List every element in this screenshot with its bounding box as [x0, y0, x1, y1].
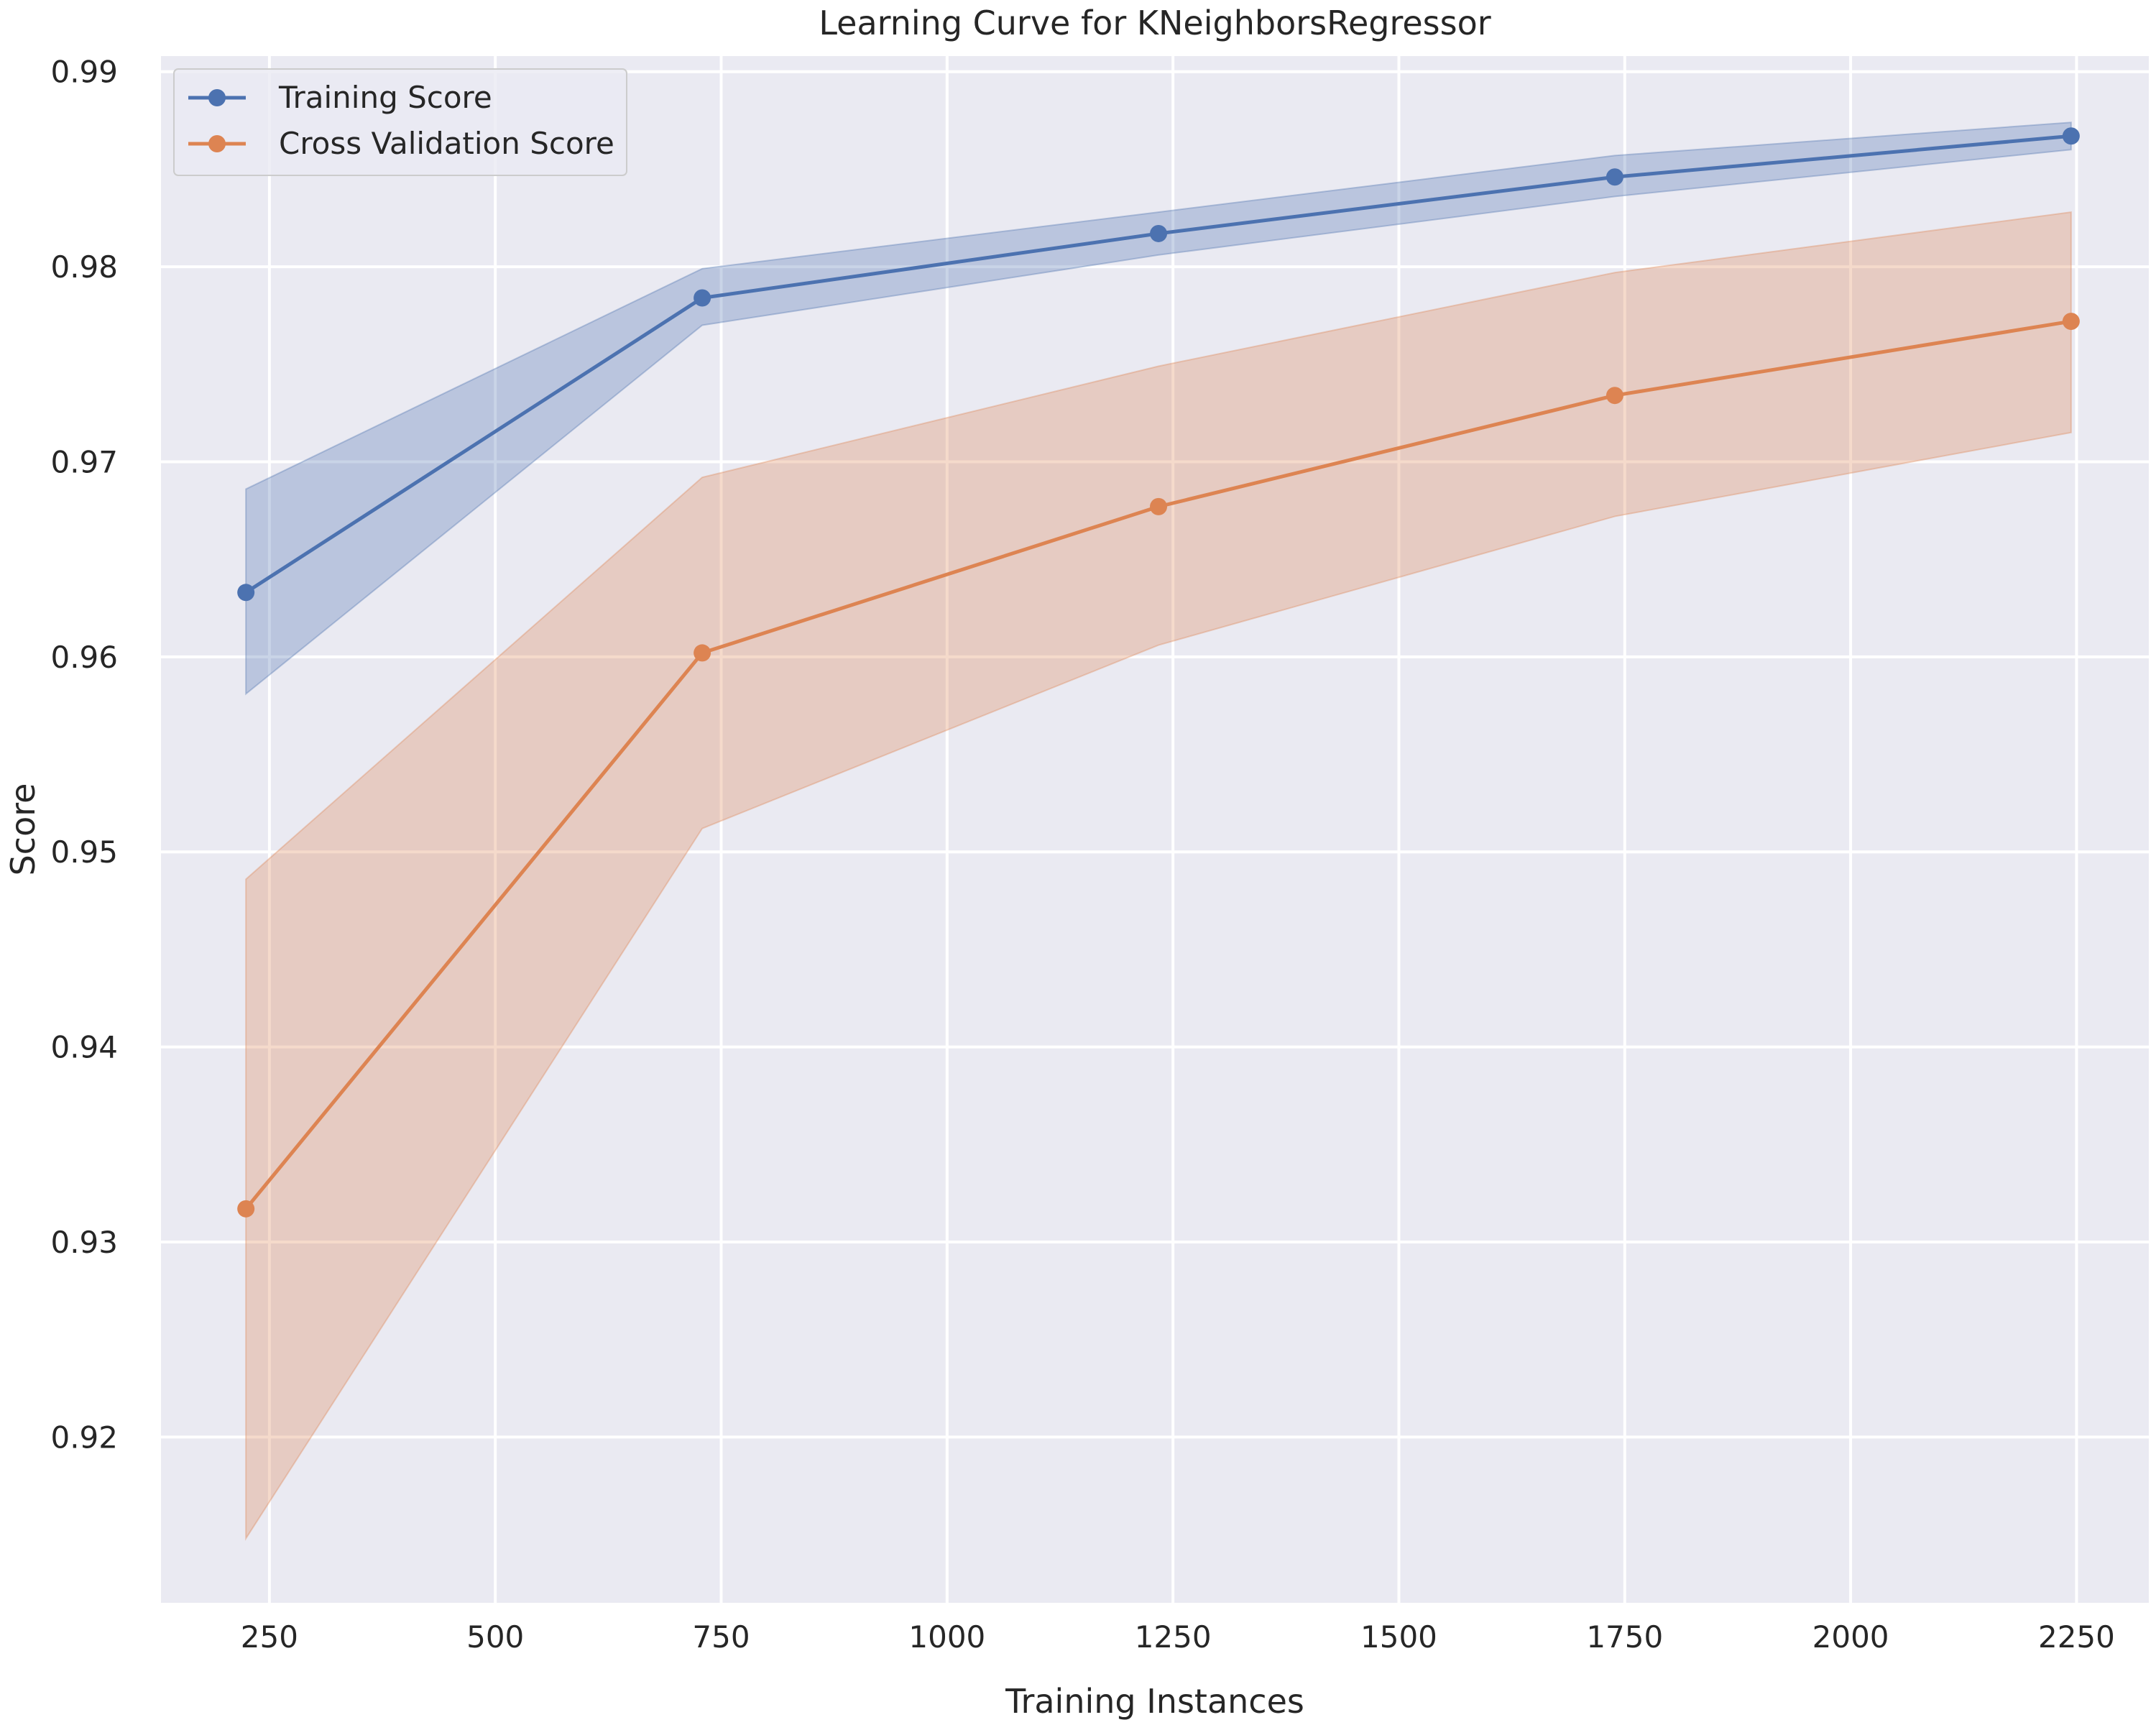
y-tick-label: 0.97	[50, 444, 118, 479]
x-tick-label: 250	[241, 1619, 298, 1655]
legend-box	[173, 68, 627, 176]
plot-background	[161, 56, 2149, 1603]
x-tick-label: 2250	[2038, 1619, 2115, 1655]
band-cross-validation-score	[245, 211, 2072, 1541]
point-training-score	[694, 289, 711, 307]
y-tick-labels: 0.92 0.93 0.94 0.95 0.96 0.97 0.98 0.99	[50, 55, 118, 1455]
y-tick-label: 0.93	[50, 1225, 118, 1260]
y-tick-label: 0.92	[50, 1420, 118, 1455]
x-tick-labels: 250 500 750 1000 1250 1500 1750 2000 2250	[241, 1619, 2115, 1655]
x-tick-label: 1500	[1360, 1619, 1437, 1655]
point-training-score	[1150, 224, 1168, 242]
y-tick-label: 0.94	[50, 1030, 118, 1065]
y-axis-label: Score	[4, 783, 42, 876]
point-cross-validation-score	[1606, 387, 1623, 405]
point-training-score	[237, 584, 255, 602]
point-cross-validation-score	[1150, 497, 1168, 515]
point-cross-validation-score	[2062, 313, 2080, 331]
x-tick-label: 750	[692, 1619, 750, 1655]
x-tick-label: 1750	[1586, 1619, 1663, 1655]
point-training-score	[1606, 168, 1623, 186]
x-axis-label: Training Instances	[1005, 1682, 1304, 1721]
series-points	[237, 127, 2080, 1218]
y-tick-label: 0.96	[50, 640, 118, 675]
legend-marker-cross-validation	[208, 135, 226, 152]
point-training-score	[2062, 127, 2080, 145]
legend-label-training: Training Score	[278, 80, 492, 115]
x-tick-label: 1000	[908, 1619, 985, 1655]
x-tick-label: 1250	[1135, 1619, 1212, 1655]
y-tick-label: 0.95	[50, 834, 118, 870]
chart-title: Learning Curve for KNeighborsRegressor	[819, 4, 1491, 42]
legend-label-cross-validation: Cross Validation Score	[279, 126, 614, 161]
legend-marker-training	[208, 89, 226, 106]
x-tick-label: 500	[466, 1619, 524, 1655]
grid-lines	[161, 56, 2149, 1603]
y-tick-label: 0.98	[50, 249, 118, 285]
point-cross-validation-score	[694, 644, 711, 662]
x-tick-label: 2000	[1812, 1619, 1889, 1655]
point-cross-validation-score	[237, 1200, 255, 1218]
legend: Training Score Cross Validation Score	[173, 68, 627, 176]
y-tick-label: 0.99	[50, 55, 118, 90]
